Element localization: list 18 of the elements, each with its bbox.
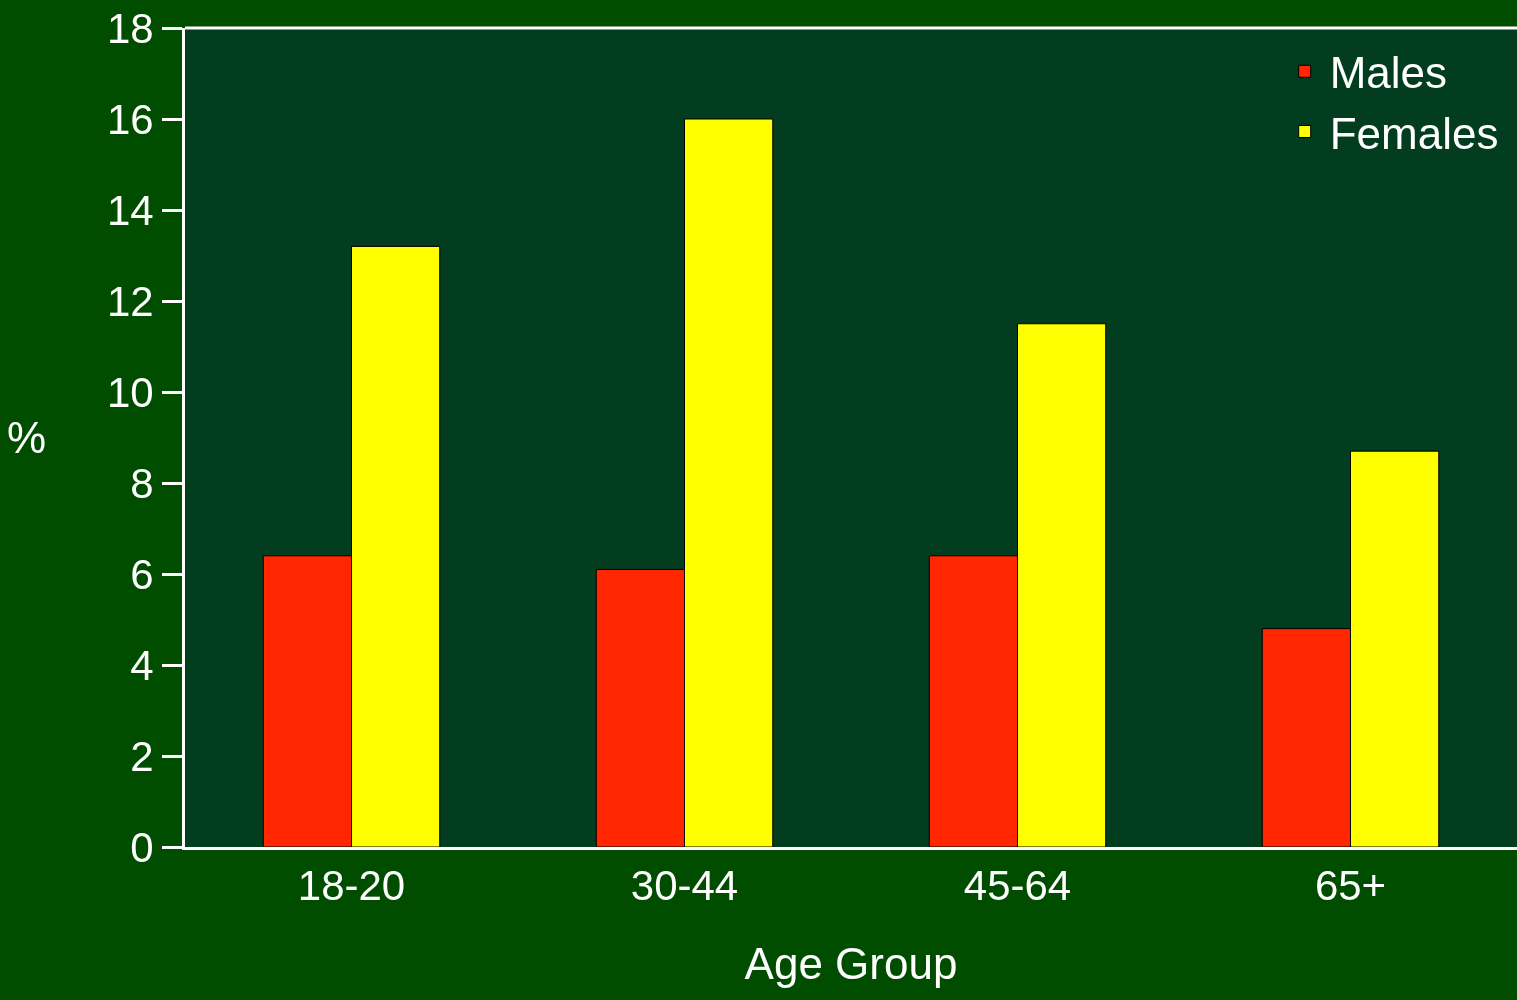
y-tick-label: 4 xyxy=(130,641,154,689)
y-tick-label: 14 xyxy=(106,186,154,234)
legend-label: Males xyxy=(1329,48,1448,98)
y-tick-label: 10 xyxy=(106,368,154,416)
x-tick-label: 18-20 xyxy=(297,862,406,910)
x-tick-label: 65+ xyxy=(1314,862,1387,910)
x-axis-title: Age Group xyxy=(744,938,958,988)
y-tick-label: 18 xyxy=(106,4,154,52)
y-tick-label: 12 xyxy=(106,277,154,325)
legend-label: Females xyxy=(1329,108,1499,158)
y-tick-label: 2 xyxy=(130,732,154,780)
x-tick-label: 45-64 xyxy=(963,862,1072,910)
y-tick-label: 6 xyxy=(130,550,154,598)
y-axis-title: % xyxy=(7,413,47,462)
y-tick-label: 16 xyxy=(106,95,154,143)
x-tick-label: 30-44 xyxy=(630,862,739,910)
y-tick-label: 8 xyxy=(130,459,154,507)
y-tick-label: 0 xyxy=(130,823,154,871)
